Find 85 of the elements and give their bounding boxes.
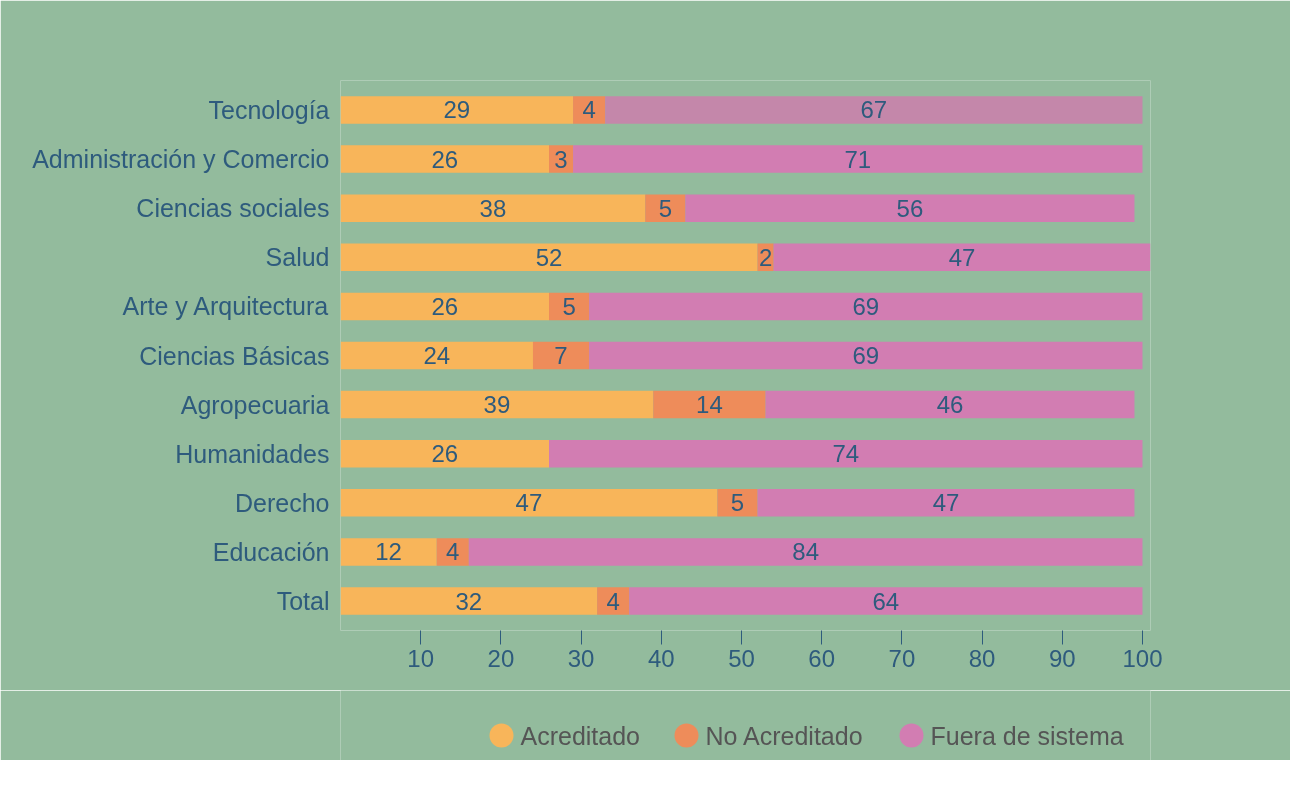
y-tick-label: Educación [212,537,330,566]
bar [340,538,437,566]
data-label: 69 [852,342,880,369]
data-label: 56 [896,194,924,222]
x-tick-label: 10 [407,644,435,672]
bar [757,489,1135,517]
data-label: 24 [423,342,451,369]
x-tick-label: 50 [728,644,755,672]
legend-label: No Acreditado [705,721,863,750]
bar [549,439,1143,468]
bar [468,538,1143,566]
data-label: 3 [554,145,568,173]
data-label: 5 [562,292,576,320]
data-label: 4 [606,587,620,615]
data-label: 46 [936,391,964,419]
bar [340,145,550,173]
data-label: 14 [696,391,723,419]
data-label: 47 [948,243,976,271]
y-tick-label: Ciencias Básicas [139,341,330,370]
data-label: 4 [446,538,460,566]
bar [645,194,686,222]
bar [573,145,1143,173]
bar [629,587,1143,615]
data-label: 26 [431,292,459,320]
data-label: 71 [844,145,872,173]
bar [340,96,574,124]
bar [340,243,758,272]
y-tick-label: Arte y Arquitectura [122,292,329,321]
data-label: 64 [872,587,900,615]
bar [685,194,1135,222]
x-tick-label: 90 [1048,644,1076,672]
data-label: 12 [375,538,402,566]
bar [573,96,606,124]
x-tick-label: 70 [888,644,916,672]
data-label: 47 [932,489,960,517]
bar [773,243,1151,272]
data-label: 74 [832,440,860,468]
x-tick-label: 40 [647,644,675,672]
data-label: 5 [730,489,745,517]
y-tick-label: Ciencias sociales [136,194,330,223]
x-tick-label: 20 [487,644,515,672]
y-tick-label: Agropecuaria [180,390,330,419]
legend-label: Fuera de sistema [930,721,1124,750]
bar [605,96,1143,124]
bar [340,390,654,419]
data-label: 2 [758,243,773,271]
bar [597,587,630,615]
data-label: 39 [483,391,511,419]
data-label: 4 [582,96,596,124]
bar [717,489,758,517]
x-tick-label: 80 [968,644,996,672]
x-tick-label: 100 [1122,644,1163,672]
bar [340,292,550,321]
data-label: 47 [515,489,543,517]
bar [340,489,718,517]
y-tick-label: Humanidades [175,439,330,468]
y-tick-label: Total [276,587,330,616]
data-label: 84 [792,538,819,566]
data-label: 26 [431,145,459,173]
y-tick-label: Administración y Comercio [32,145,330,174]
data-label: 38 [479,194,507,222]
bar [532,341,590,370]
data-label: 69 [852,292,880,320]
y-tick-label: Salud [265,243,330,272]
y-tick-label: Derecho [235,488,330,517]
data-label: 5 [658,194,672,222]
bar [340,341,533,370]
bar [436,538,469,566]
bar [589,341,1143,370]
legend-label: Acreditado [520,721,641,750]
data-label: 29 [443,96,471,124]
data-label: 52 [535,243,563,271]
y-tick-label: Tecnología [208,95,330,124]
data-label: 7 [554,342,568,369]
x-tick-label: 30 [567,644,595,672]
data-label: 32 [455,587,483,615]
bar [653,390,766,419]
bar [340,587,598,615]
bar [589,292,1143,321]
bar [340,194,646,222]
bar [765,390,1135,419]
data-label: 26 [431,440,459,468]
bar [340,439,550,468]
data-label: 67 [860,96,888,124]
x-tick-label: 60 [808,644,836,672]
